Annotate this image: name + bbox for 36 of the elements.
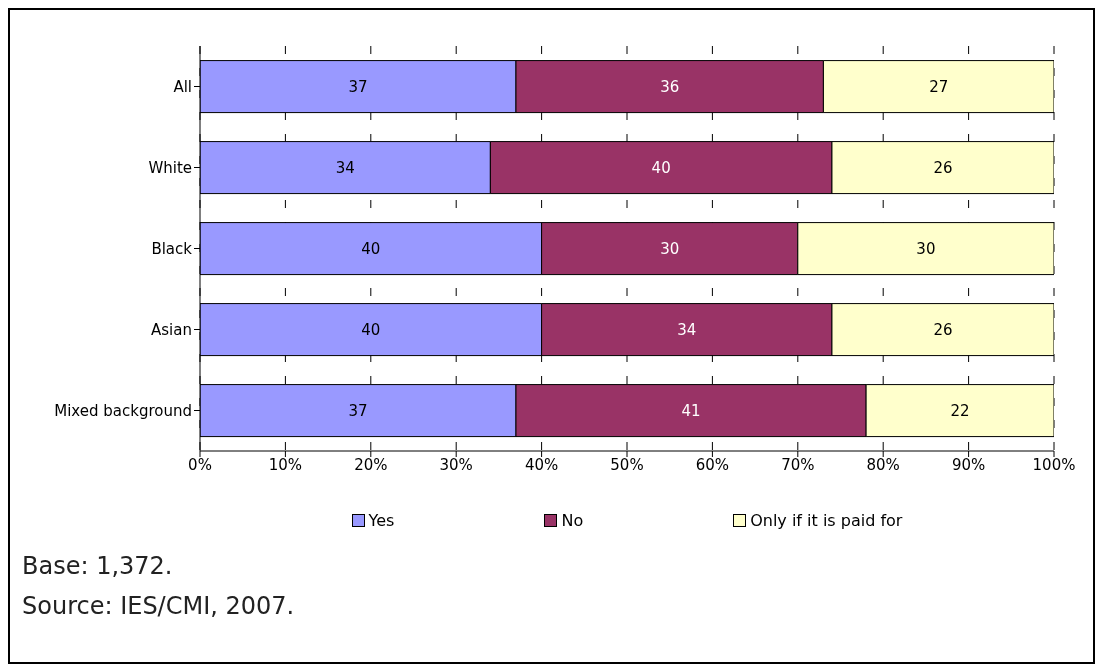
x-tick-label: 60% — [695, 455, 730, 474]
x-tick-label: 0% — [188, 455, 212, 474]
x-tick-label: 20% — [354, 455, 388, 474]
data-label: 26 — [933, 158, 953, 177]
data-label: 36 — [660, 77, 680, 96]
data-label: 37 — [348, 401, 368, 420]
data-label: 34 — [335, 158, 355, 177]
x-tick-label: 70% — [781, 455, 815, 474]
data-label: 37 — [348, 77, 368, 96]
data-label: 27 — [929, 77, 949, 96]
legend-label: No — [560, 511, 584, 530]
data-label: 40 — [651, 158, 671, 177]
x-tick-label: 40% — [524, 455, 559, 474]
x-tick-label: 80% — [866, 455, 900, 474]
y-tick-label: Mixed background — [54, 401, 192, 420]
x-tick-label: 100% — [1032, 455, 1076, 474]
x-tick-label: 30% — [439, 455, 473, 474]
data-label: 41 — [681, 401, 701, 420]
x-tick-label: 50% — [610, 455, 644, 474]
text: Base: 1,372. — [22, 552, 174, 580]
y-tick-label: Asian — [151, 320, 192, 339]
x-tick-label: 90% — [951, 455, 986, 474]
data-label: 34 — [677, 320, 697, 339]
y-tick-label: White — [148, 158, 192, 177]
x-tick-label: 10% — [268, 455, 303, 474]
legend-label: Yes — [367, 511, 395, 530]
data-label: 30 — [660, 239, 680, 258]
data-label: 40 — [361, 320, 381, 339]
legend-label: Only if it is paid for — [749, 511, 903, 530]
data-label: 22 — [950, 401, 970, 420]
data-label: 26 — [933, 320, 953, 339]
y-tick-label: Black — [151, 239, 193, 258]
data-label: 30 — [916, 239, 936, 258]
data-label: 40 — [361, 239, 381, 258]
source-note: Source: IES/CMI, 2007. — [22, 592, 296, 620]
y-tick-label: All — [173, 77, 192, 96]
